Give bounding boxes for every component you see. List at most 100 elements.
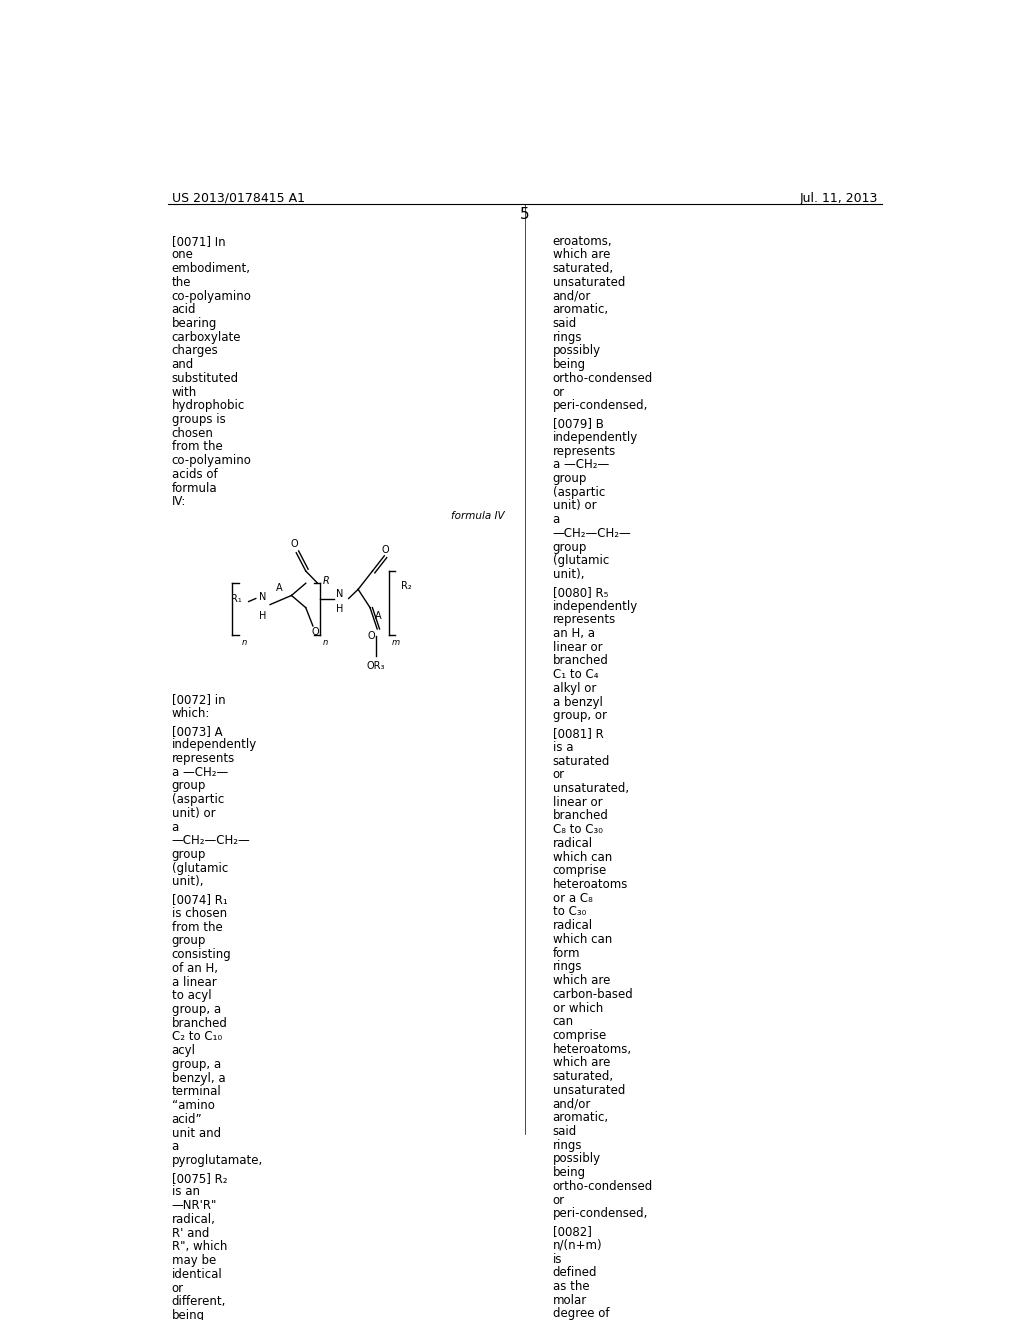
Text: may be: may be	[172, 1254, 216, 1267]
Text: rings: rings	[553, 331, 582, 343]
Text: R' and: R' and	[172, 1226, 209, 1239]
Text: embodiment,: embodiment,	[172, 263, 251, 275]
Text: a —CH₂—: a —CH₂—	[553, 458, 609, 471]
Text: or: or	[553, 1193, 564, 1206]
Text: and/or: and/or	[553, 289, 591, 302]
Text: A: A	[276, 582, 283, 593]
Text: from the: from the	[172, 920, 222, 933]
Text: saturated,: saturated,	[553, 263, 613, 275]
Text: independently: independently	[172, 738, 257, 751]
Text: or: or	[172, 1282, 183, 1295]
Text: group, or: group, or	[553, 709, 606, 722]
Text: R: R	[323, 577, 329, 586]
Text: groups is: groups is	[172, 413, 225, 426]
Text: m: m	[391, 638, 399, 647]
Text: [0082]: [0082]	[553, 1225, 592, 1238]
Text: degree of: degree of	[553, 1307, 609, 1320]
Text: (aspartic: (aspartic	[553, 486, 605, 499]
Text: radical: radical	[553, 919, 593, 932]
Text: aromatic,: aromatic,	[553, 304, 608, 317]
Text: which can: which can	[553, 933, 611, 946]
Text: and: and	[172, 358, 194, 371]
Text: being: being	[553, 1166, 586, 1179]
Text: [0071] In: [0071] In	[172, 235, 225, 248]
Text: A: A	[375, 611, 382, 620]
Text: or: or	[553, 385, 564, 399]
Text: saturated: saturated	[553, 755, 610, 767]
Text: (aspartic: (aspartic	[172, 793, 224, 807]
Text: branched: branched	[553, 655, 608, 668]
Text: molar: molar	[553, 1294, 587, 1307]
Text: possibly: possibly	[553, 345, 601, 358]
Text: independently: independently	[553, 599, 638, 612]
Text: co-polyamino: co-polyamino	[172, 289, 252, 302]
Text: ortho-condensed: ortho-condensed	[553, 372, 653, 385]
Text: alkyl or: alkyl or	[553, 682, 596, 694]
Text: a linear: a linear	[172, 975, 216, 989]
Text: US 2013/0178415 A1: US 2013/0178415 A1	[172, 191, 305, 205]
Text: acyl: acyl	[172, 1044, 196, 1057]
Text: to acyl: to acyl	[172, 989, 211, 1002]
Text: branched: branched	[553, 809, 608, 822]
Text: different,: different,	[172, 1295, 226, 1308]
Text: group: group	[172, 847, 206, 861]
Text: radical: radical	[553, 837, 593, 850]
Text: or: or	[553, 768, 564, 781]
Text: said: said	[553, 1125, 577, 1138]
Text: aromatic,: aromatic,	[553, 1111, 608, 1125]
Text: group: group	[553, 473, 587, 484]
Text: defined: defined	[553, 1266, 597, 1279]
Text: branched: branched	[172, 1016, 227, 1030]
Text: unit and: unit and	[172, 1126, 221, 1139]
Text: represents: represents	[553, 614, 615, 626]
Text: represents: represents	[553, 445, 615, 458]
Text: formula: formula	[172, 482, 217, 495]
Text: C₁ to C₄: C₁ to C₄	[553, 668, 598, 681]
Text: an H, a: an H, a	[553, 627, 595, 640]
Text: R₂: R₂	[401, 581, 412, 591]
Text: n/(n+m): n/(n+m)	[553, 1239, 602, 1251]
Text: with: with	[172, 385, 197, 399]
Text: a benzyl: a benzyl	[553, 696, 602, 709]
Text: N: N	[336, 589, 344, 599]
Text: linear or: linear or	[553, 640, 602, 653]
Text: linear or: linear or	[553, 796, 602, 809]
Text: (glutamic: (glutamic	[172, 862, 228, 875]
Text: unit) or: unit) or	[172, 807, 215, 820]
Text: group, a: group, a	[172, 1057, 221, 1071]
Text: which are: which are	[553, 1056, 610, 1069]
Text: can: can	[553, 1015, 573, 1028]
Text: —CH₂—CH₂—: —CH₂—CH₂—	[172, 834, 251, 847]
Text: “amino: “amino	[172, 1100, 214, 1111]
Text: acid: acid	[172, 304, 197, 317]
Text: being: being	[553, 358, 586, 371]
Text: (glutamic: (glutamic	[553, 554, 609, 568]
Text: being: being	[172, 1309, 205, 1320]
Text: Jul. 11, 2013: Jul. 11, 2013	[800, 191, 878, 205]
Text: —CH₂—CH₂—: —CH₂—CH₂—	[553, 527, 632, 540]
Text: a: a	[553, 513, 560, 527]
Text: group: group	[172, 779, 206, 792]
Text: represents: represents	[172, 752, 234, 766]
Text: rings: rings	[553, 961, 582, 973]
Text: unsaturated,: unsaturated,	[553, 781, 629, 795]
Text: charges: charges	[172, 345, 218, 358]
Text: unit) or: unit) or	[553, 499, 596, 512]
Text: peri-condensed,: peri-condensed,	[553, 1208, 648, 1220]
Text: carboxylate: carboxylate	[172, 331, 241, 343]
Text: identical: identical	[172, 1267, 222, 1280]
Text: the: the	[172, 276, 191, 289]
Text: which are: which are	[553, 248, 610, 261]
Text: of an H,: of an H,	[172, 962, 218, 975]
Text: benzyl, a: benzyl, a	[172, 1072, 225, 1085]
Text: O: O	[311, 627, 319, 638]
Text: one: one	[172, 248, 194, 261]
Text: which are: which are	[553, 974, 610, 987]
Text: is: is	[553, 1253, 562, 1266]
Text: IV:: IV:	[172, 495, 186, 508]
Text: group: group	[172, 935, 206, 948]
Text: H: H	[259, 611, 266, 620]
Text: or which: or which	[553, 1002, 603, 1015]
Text: O: O	[382, 545, 389, 554]
Text: unit),: unit),	[553, 568, 584, 581]
